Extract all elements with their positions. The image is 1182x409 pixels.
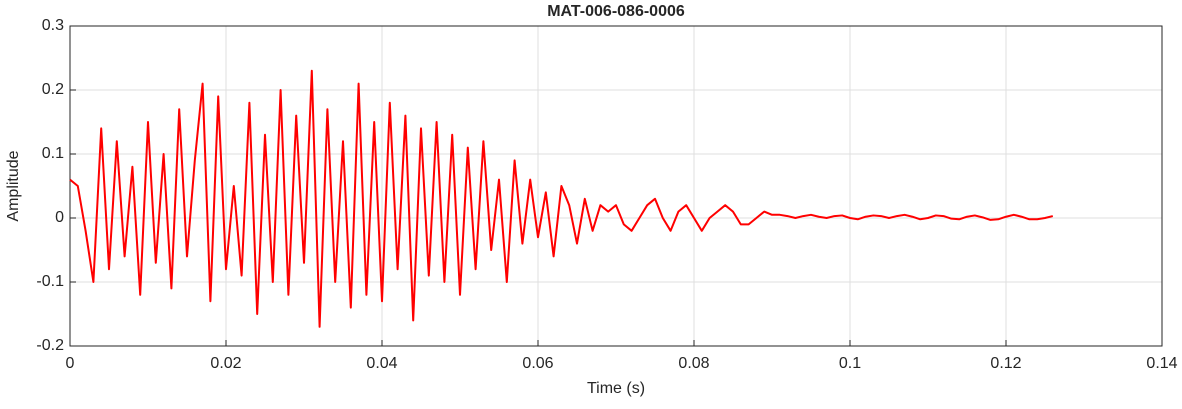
y-tick-label: 0.1 — [42, 145, 64, 162]
x-axis-label: Time (s) — [587, 380, 645, 397]
y-tick-label: -0.2 — [36, 337, 64, 354]
x-tick-label: 0.1 — [839, 355, 861, 372]
plot-frame — [69, 25, 1163, 347]
y-tick-label: 0.3 — [42, 17, 64, 34]
x-tick-label: 0.08 — [678, 355, 709, 372]
x-tick-label: 0.12 — [990, 355, 1021, 372]
chart-title: MAT-006-086-0006 — [547, 3, 685, 20]
x-tick-label: 0.02 — [210, 355, 241, 372]
y-tick-label: -0.1 — [36, 273, 64, 290]
y-axis-label: Amplitude — [5, 150, 22, 221]
y-tick-label: 0.2 — [42, 81, 64, 98]
x-tick-label: 0 — [66, 355, 75, 372]
x-tick-label: 0.04 — [366, 355, 397, 372]
data-line — [69, 69, 1054, 328]
x-tick-label: 0.06 — [522, 355, 553, 372]
y-tick-label: 0 — [55, 209, 64, 226]
x-tick-label: 0.14 — [1146, 355, 1177, 372]
